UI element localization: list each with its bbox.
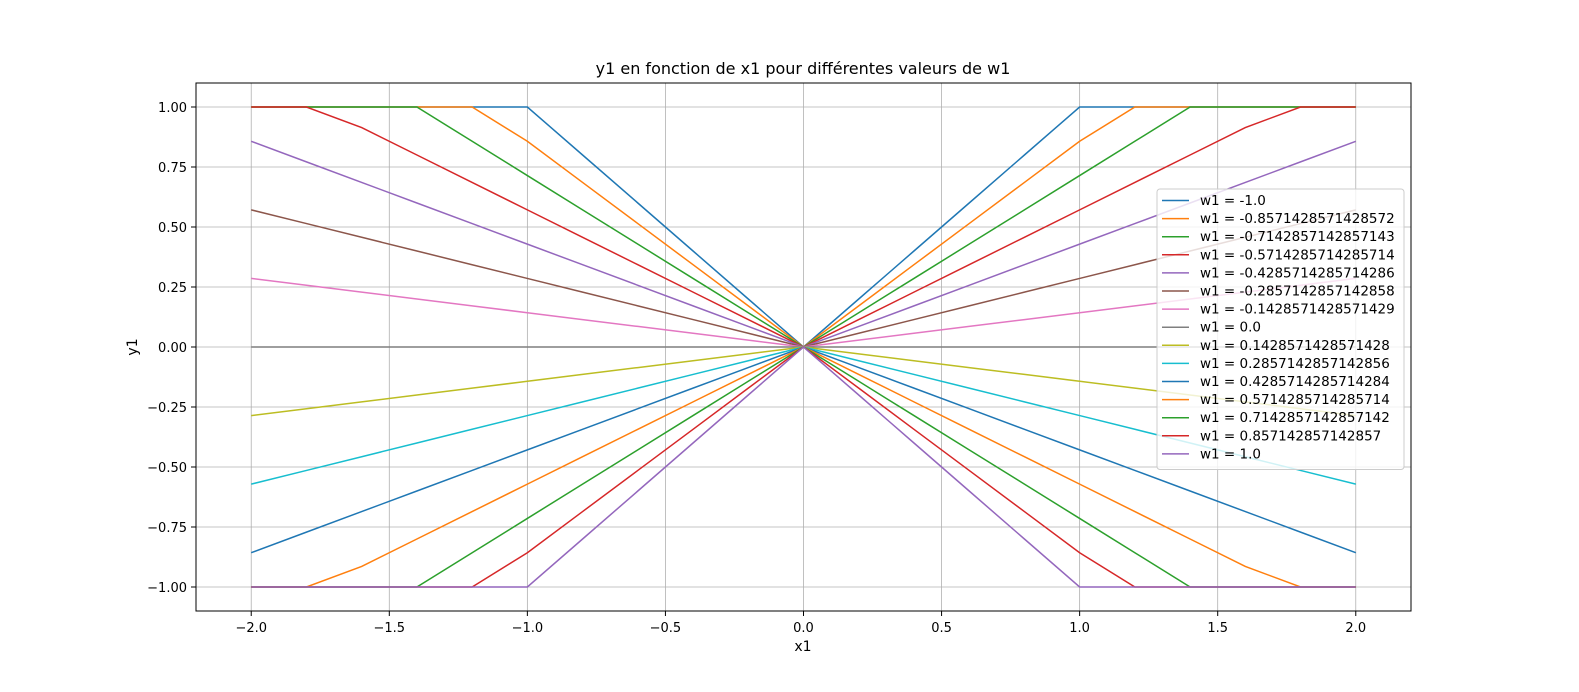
x-tick-label: −2.0 [235,621,267,636]
chart-title: y1 en fonction de x1 pour différentes va… [596,59,1011,78]
x-tick-label: 0.5 [931,621,952,636]
legend-label: w1 = 0.4285714285714284 [1200,374,1390,390]
legend-label: w1 = -0.2857142857142858 [1200,284,1395,300]
y-tick-label: −1.00 [147,581,187,596]
y-tick-label: −0.25 [147,401,187,416]
legend-label: w1 = -0.8571428571428572 [1200,211,1395,227]
legend-label: w1 = 0.7142857142857142 [1200,410,1390,426]
y-tick-label: 0.50 [158,221,187,236]
legend-box [1156,188,1405,470]
x-tick-label: 2.0 [1345,621,1366,636]
x-tick-label: 1.5 [1207,621,1228,636]
x-axis-label: x1 [794,639,811,655]
legend-label: w1 = 0.5714285714285714 [1200,392,1390,408]
y-tick-label: 0.00 [158,341,187,356]
y-tick-label: −0.50 [147,461,187,476]
legend-label: w1 = -0.5714285714285714 [1200,247,1395,263]
x-tick-label: −1.0 [512,621,544,636]
legend: w1 = -1.0 w1 = -0.8571428571428572 w1 = -0… [1156,188,1405,470]
x-tick-label: 0.0 [793,621,814,636]
y-axis-label: y1 [125,338,141,355]
y-tick-label: 1.00 [158,101,187,116]
y-tick-label: 0.25 [158,281,187,296]
y-tick-label: 0.75 [158,161,187,176]
legend-label: w1 = 0.857142857142857 [1200,428,1381,444]
legend-label: w1 = 1.0 [1200,446,1261,462]
x-tick-label: 1.0 [1069,621,1090,636]
x-tick-label: −0.5 [650,621,682,636]
series-line [251,346,1356,588]
axis-ticks: −2.0 −1.5 −1.0 −0.5 0.0 0.5 1.0 1.5 2.0 −1.00 −0.7… [147,101,1366,636]
legend-label: w1 = 0.0 [1200,320,1261,336]
x-tick-label: −1.5 [374,621,406,636]
legend-label: w1 = -0.7142857142857143 [1200,229,1395,245]
legend-label: w1 = -0.4285714285714286 [1200,265,1395,281]
legend-label: w1 = 0.2857142857142856 [1200,356,1390,372]
legend-label: w1 = -1.0 [1200,193,1266,209]
legend-label: w1 = 0.1428571428571428 [1200,338,1390,354]
legend-label: w1 = -0.1428571428571429 [1200,302,1395,318]
y-tick-label: −0.75 [147,521,187,536]
